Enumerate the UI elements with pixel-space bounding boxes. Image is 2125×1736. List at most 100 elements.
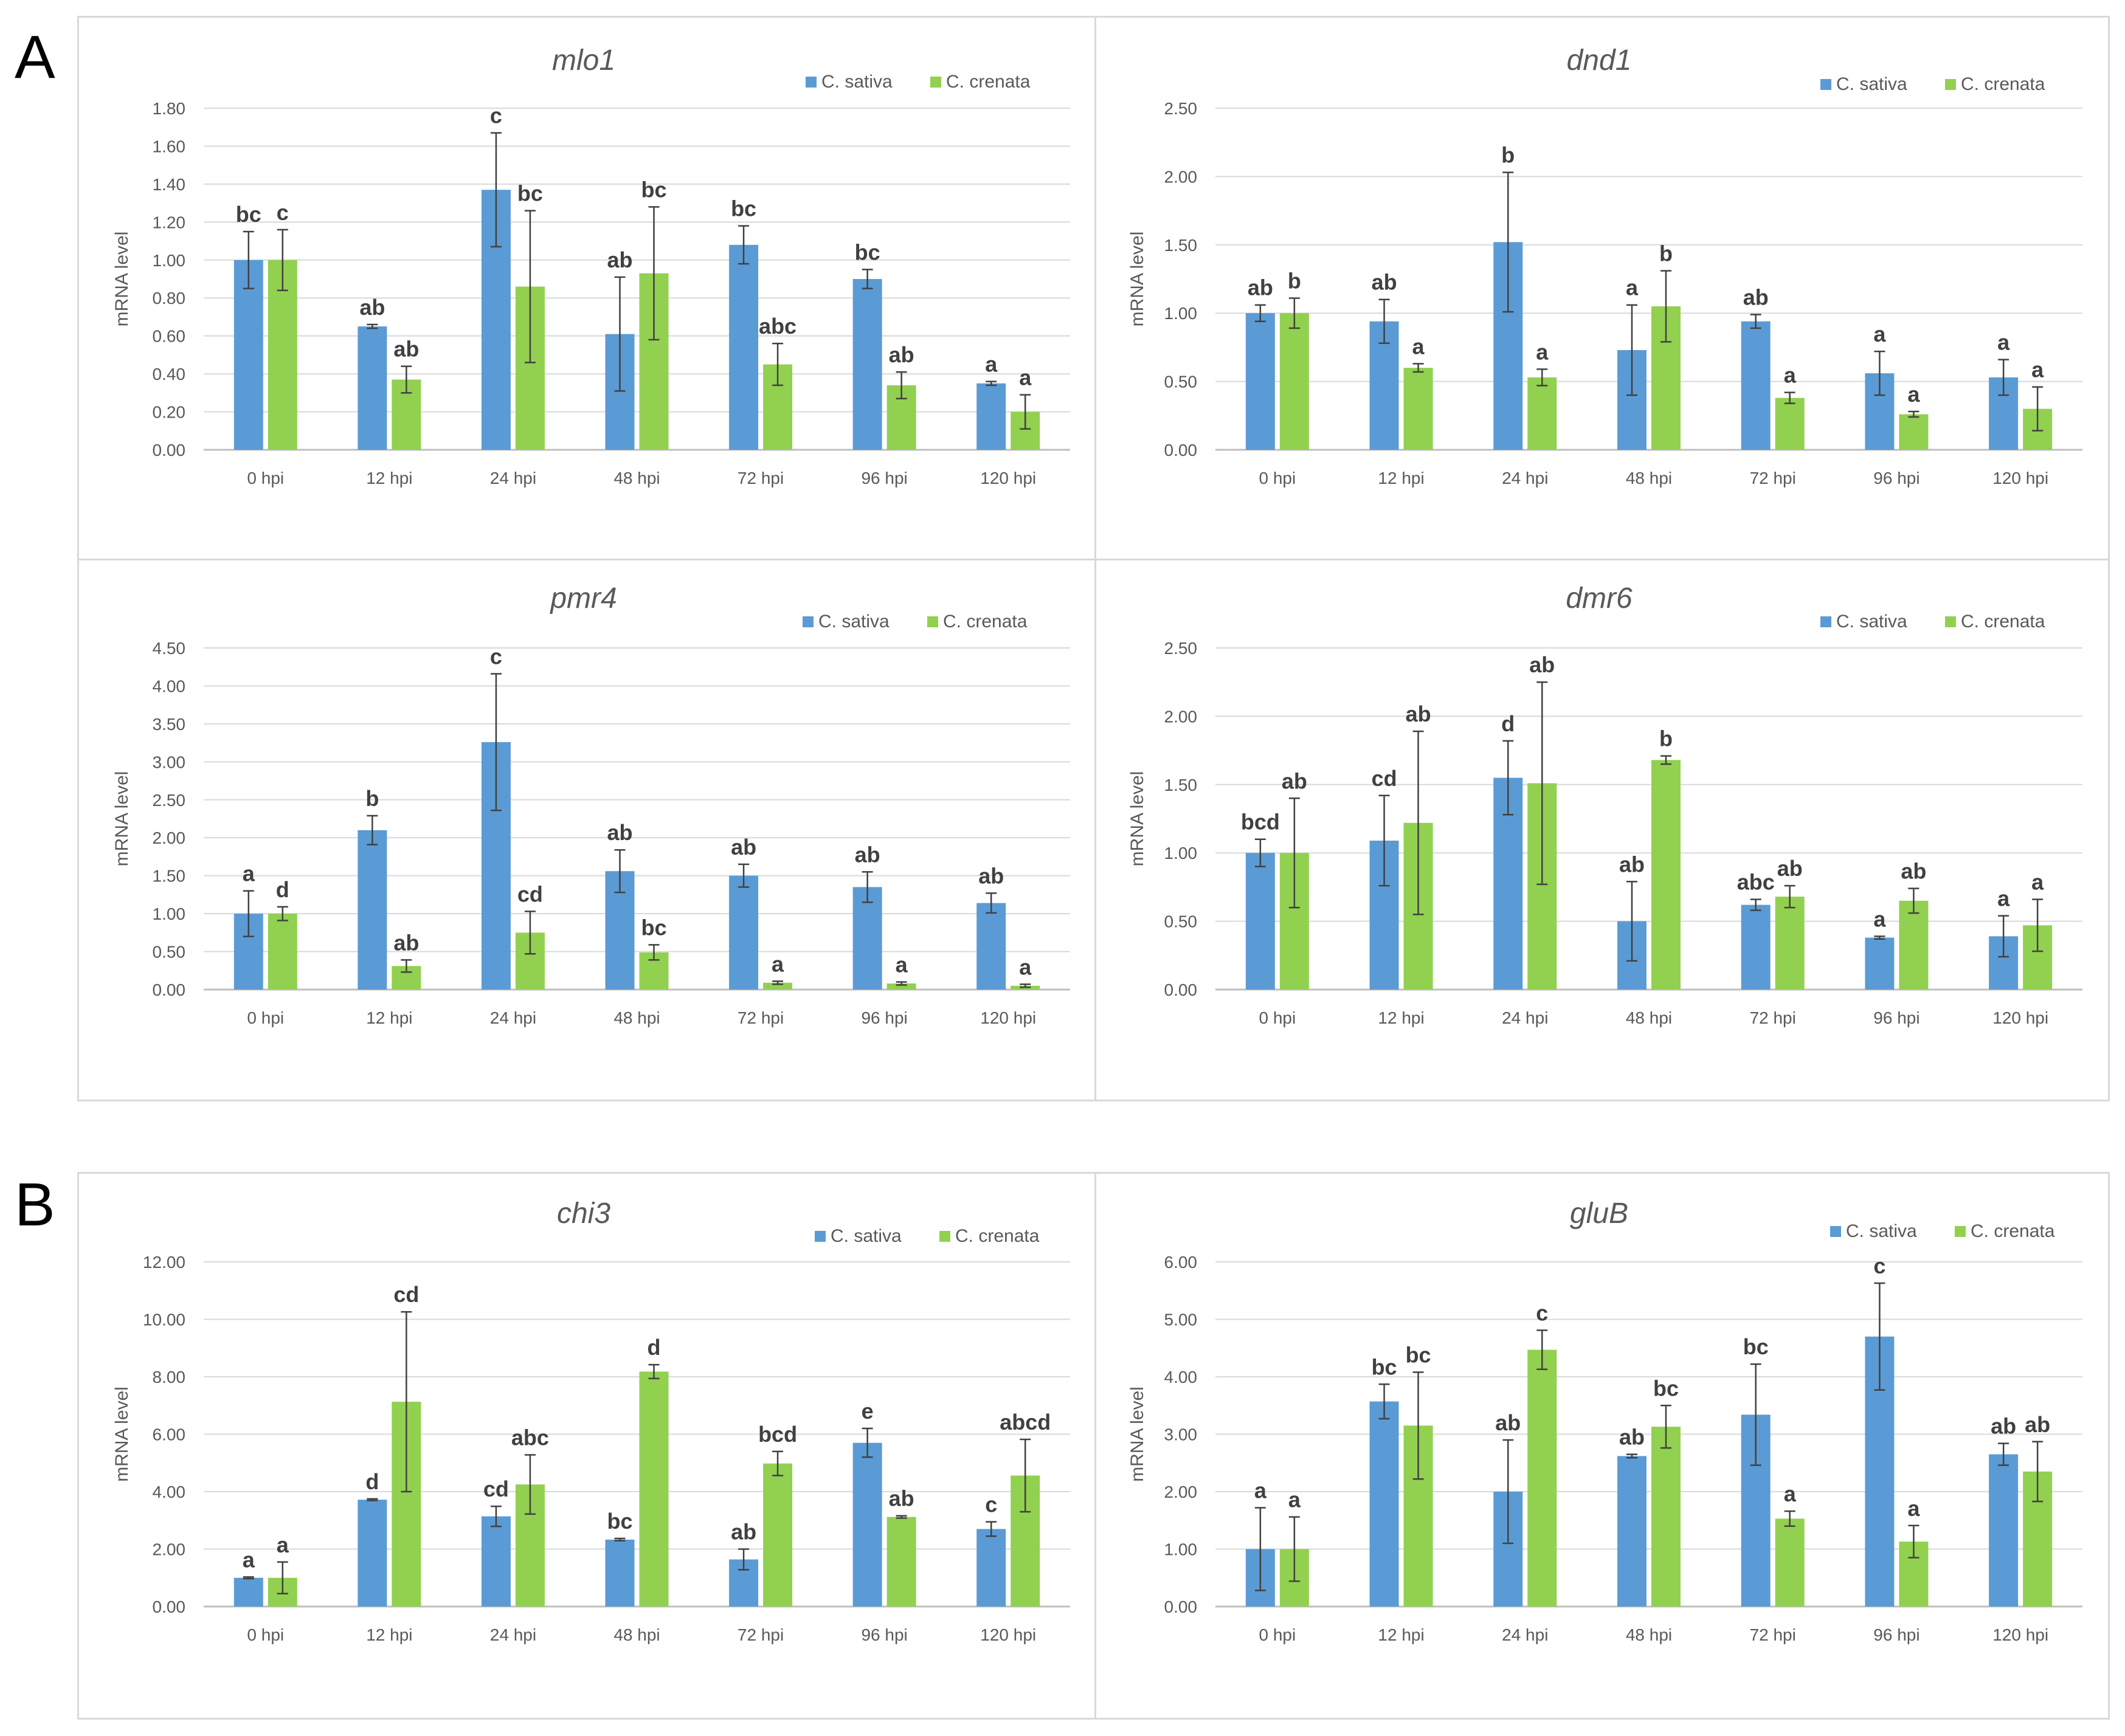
dmr6-x-tick-label: 12 hpi [1378,1008,1424,1027]
dmr6-legend-swatch-sativa [1820,616,1831,627]
pmr4-y-tick-label: 4.50 [153,639,186,658]
dmr6-bar-crenata [1775,897,1805,990]
pmr4-y-tick-label: 2.00 [153,828,186,847]
glub-x-tick-label: 48 hpi [1626,1625,1672,1644]
pmr4-legend-label-sativa: C. sativa [818,611,890,632]
dnd1-significance-letter: a [1997,330,2010,355]
glub-y-tick-label: 2.00 [1164,1483,1198,1501]
pmr4-significance-letter: ab [731,835,756,859]
chi3-legend-label-crenata: C. crenata [955,1226,1040,1246]
chi3-y-tick-label: 2.00 [153,1540,186,1559]
glub-significance-letter: bc [1743,1334,1769,1359]
pmr4-bar-sativa [852,887,882,990]
glub-significance-letter: bc [1406,1342,1431,1367]
glub-x-tick-label: 12 hpi [1378,1625,1424,1644]
chi3-bar-crenata [886,1517,916,1607]
chi3-x-tick-label: 72 hpi [738,1625,784,1644]
glub-legend-swatch-sativa [1830,1226,1841,1237]
dnd1-y-tick-label: 0.00 [1164,441,1198,460]
pmr4-bar-sativa [976,903,1006,990]
chi3-significance-letter: e [862,1399,874,1424]
glub-x-tick-label: 24 hpi [1502,1625,1548,1644]
glub-legend-swatch-crenata [1955,1226,1966,1237]
glub-x-tick-label: 0 hpi [1259,1625,1296,1644]
glub-y-tick-label: 1.00 [1164,1540,1198,1559]
mlo1-legend-swatch-sativa [806,77,817,88]
dnd1-bar-crenata [1527,377,1557,450]
section-label-a: A [15,23,55,91]
chi3-bar-crenata [639,1371,669,1607]
dmr6-title: dmr6 [1566,582,1633,615]
mlo1-significance-letter: ab [359,295,385,320]
pmr4-bar-sativa [358,830,387,990]
mlo1-significance-letter: ab [607,247,632,272]
pmr4-title: pmr4 [549,582,617,615]
chi3-x-tick-label: 24 hpi [490,1625,536,1644]
dnd1-significance-letter: a [1626,275,1639,300]
glub-bar-crenata [1527,1349,1557,1607]
mlo1-bar-sativa [358,326,387,450]
panel-frame-glub [1094,1172,2110,1720]
dmr6-significance-letter: ab [1406,701,1431,726]
dmr6-y-tick-label: 2.50 [1164,639,1198,658]
glub-y-tick-label: 0.00 [1164,1597,1198,1616]
glub-significance-letter: c [1873,1253,1885,1278]
dnd1-significance-letter: a [1536,339,1549,364]
chi3-y-tick-label: 12.00 [143,1253,185,1272]
chi3-bar-sativa [233,1577,263,1607]
dmr6-bar-sativa [1865,937,1895,990]
chi3-significance-letter: abc [511,1425,549,1450]
dnd1-bar-sativa [1245,313,1275,450]
dmr6-x-tick-label: 96 hpi [1873,1008,1919,1027]
chi3-significance-letter: cd [393,1282,419,1307]
chi3-x-tick-label: 96 hpi [861,1625,907,1644]
mlo1-significance-letter: bc [731,196,756,221]
chi3-legend-swatch-sativa [815,1231,826,1242]
glub-y-tick-label: 3.00 [1164,1425,1198,1444]
pmr4-y-tick-label: 0.50 [153,943,186,962]
dnd1-legend-label-crenata: C. crenata [1961,74,2045,94]
mlo1-y-axis-label: mRNA level [112,232,132,327]
pmr4-significance-letter: bc [641,915,666,940]
dnd1-bar-crenata [1899,414,1929,450]
dmr6-significance-letter: d [1501,711,1515,736]
glub-significance-letter: a [1784,1481,1797,1506]
pmr4-x-tick-label: 96 hpi [861,1008,907,1027]
dmr6-significance-letter: ab [1901,859,1926,884]
dmr6-bar-crenata [1899,900,1929,990]
glub-title: gluB [1570,1197,1628,1230]
pmr4-bar-sativa [729,875,759,990]
dmr6-y-tick-label: 1.50 [1164,776,1198,794]
pmr4-significance-letter: ab [978,863,1004,888]
mlo1-y-tick-label: 1.40 [153,175,186,194]
dnd1-bar-crenata [1279,313,1309,450]
dnd1-significance-letter: ab [1372,270,1397,295]
glub-x-tick-label: 120 hpi [1992,1625,2048,1644]
chi3-significance-letter: bcd [758,1422,797,1447]
dmr6-significance-letter: a [1873,906,1886,931]
pmr4-significance-letter: a [1019,954,1032,979]
dnd1-legend-swatch-sativa [1820,79,1831,90]
pmr4-significance-letter: a [772,951,784,976]
mlo1-significance-letter: c [490,103,502,128]
pmr4-significance-letter: a [896,952,908,977]
pmr4-legend-swatch-sativa [803,616,814,627]
pmr4-x-tick-label: 120 hpi [980,1008,1036,1027]
dnd1-significance-letter: ab [1248,275,1273,300]
glub-significance-letter: ab [2025,1412,2050,1437]
chi3-significance-letter: cd [483,1476,509,1501]
chi3-bar-sativa [358,1500,387,1607]
mlo1-significance-letter: bc [517,181,543,206]
pmr4-significance-letter: ab [855,842,880,867]
pmr4-x-tick-label: 0 hpi [247,1008,284,1027]
pmr4-y-tick-label: 1.50 [153,867,186,886]
glub-x-tick-label: 72 hpi [1750,1625,1796,1644]
dmr6-bar-sativa [1741,904,1771,990]
dnd1-bar-sativa [1741,321,1771,450]
chi3-significance-letter: a [243,1547,255,1572]
chi3-bar-sativa [976,1529,1006,1607]
chi3-y-tick-label: 10.00 [143,1311,185,1329]
glub-significance-letter: ab [1495,1410,1521,1435]
dmr6-significance-letter: b [1659,726,1673,751]
